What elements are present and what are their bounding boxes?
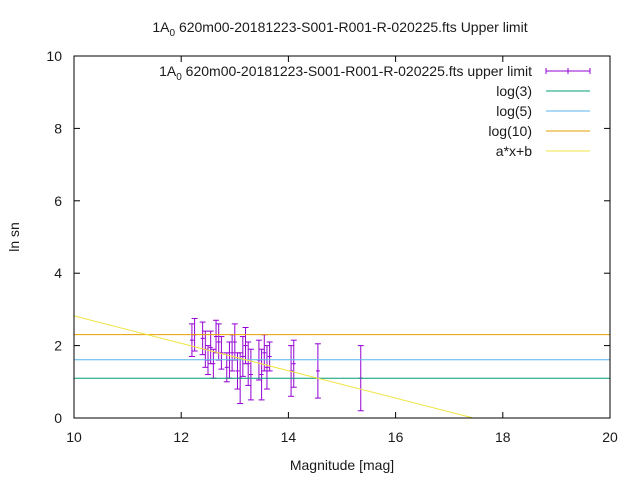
legend-label: a*x+b <box>496 143 532 159</box>
x-tick-label: 12 <box>173 429 189 445</box>
legend: 1A0 620m00-20181223-S001-R001-R-020225.f… <box>159 63 591 159</box>
legend-entry-4: a*x+b <box>496 143 590 159</box>
chart-title: 1A0 620m00-20181223-S001-R001-R-020225.f… <box>152 19 527 39</box>
data-point-27 <box>314 343 321 399</box>
legend-entry-0: 1A0 620m00-20181223-S001-R001-R-020225.f… <box>159 63 591 83</box>
x-axis-label: Magnitude [mag] <box>290 457 394 473</box>
data-point-16 <box>239 336 246 377</box>
data-point-26 <box>290 339 297 388</box>
y-tick-label: 8 <box>54 120 62 136</box>
legend-label: 1A0 620m00-20181223-S001-R001-R-020225.f… <box>159 63 532 83</box>
legend-label: log(3) <box>496 83 532 99</box>
y-tick-label: 0 <box>54 410 62 426</box>
legend-label: log(10) <box>488 123 532 139</box>
y-axis-label: ln sn <box>6 222 22 252</box>
data-point-14 <box>234 352 241 390</box>
data-point-10 <box>223 352 230 383</box>
x-tick-label: 20 <box>602 429 618 445</box>
x-tick-label: 16 <box>388 429 404 445</box>
data-point-21 <box>258 348 265 401</box>
y-tick-label: 6 <box>54 193 62 209</box>
data-point-12 <box>229 334 236 372</box>
legend-entry-1: log(3) <box>496 83 590 99</box>
y-tick-label: 2 <box>54 338 62 354</box>
data-point-8 <box>215 323 222 361</box>
fit-line <box>73 315 474 419</box>
legend-entry-2: log(5) <box>496 103 590 119</box>
data-point-13 <box>231 323 238 361</box>
plot-frame <box>73 55 611 419</box>
legend-label: log(5) <box>496 103 532 119</box>
data-point-23 <box>263 345 270 390</box>
data-point-7 <box>213 319 220 354</box>
x-tick-label: 18 <box>495 429 511 445</box>
y-tick-label: 10 <box>46 48 62 64</box>
legend-entry-3: log(10) <box>488 123 590 139</box>
data-point-0 <box>188 323 195 357</box>
data-point-5 <box>207 330 214 365</box>
x-tick-label: 10 <box>66 429 82 445</box>
y-tick-label: 4 <box>54 265 62 281</box>
data-point-17 <box>242 327 249 365</box>
x-tick-label: 14 <box>281 429 297 445</box>
data-point-19 <box>247 348 254 401</box>
